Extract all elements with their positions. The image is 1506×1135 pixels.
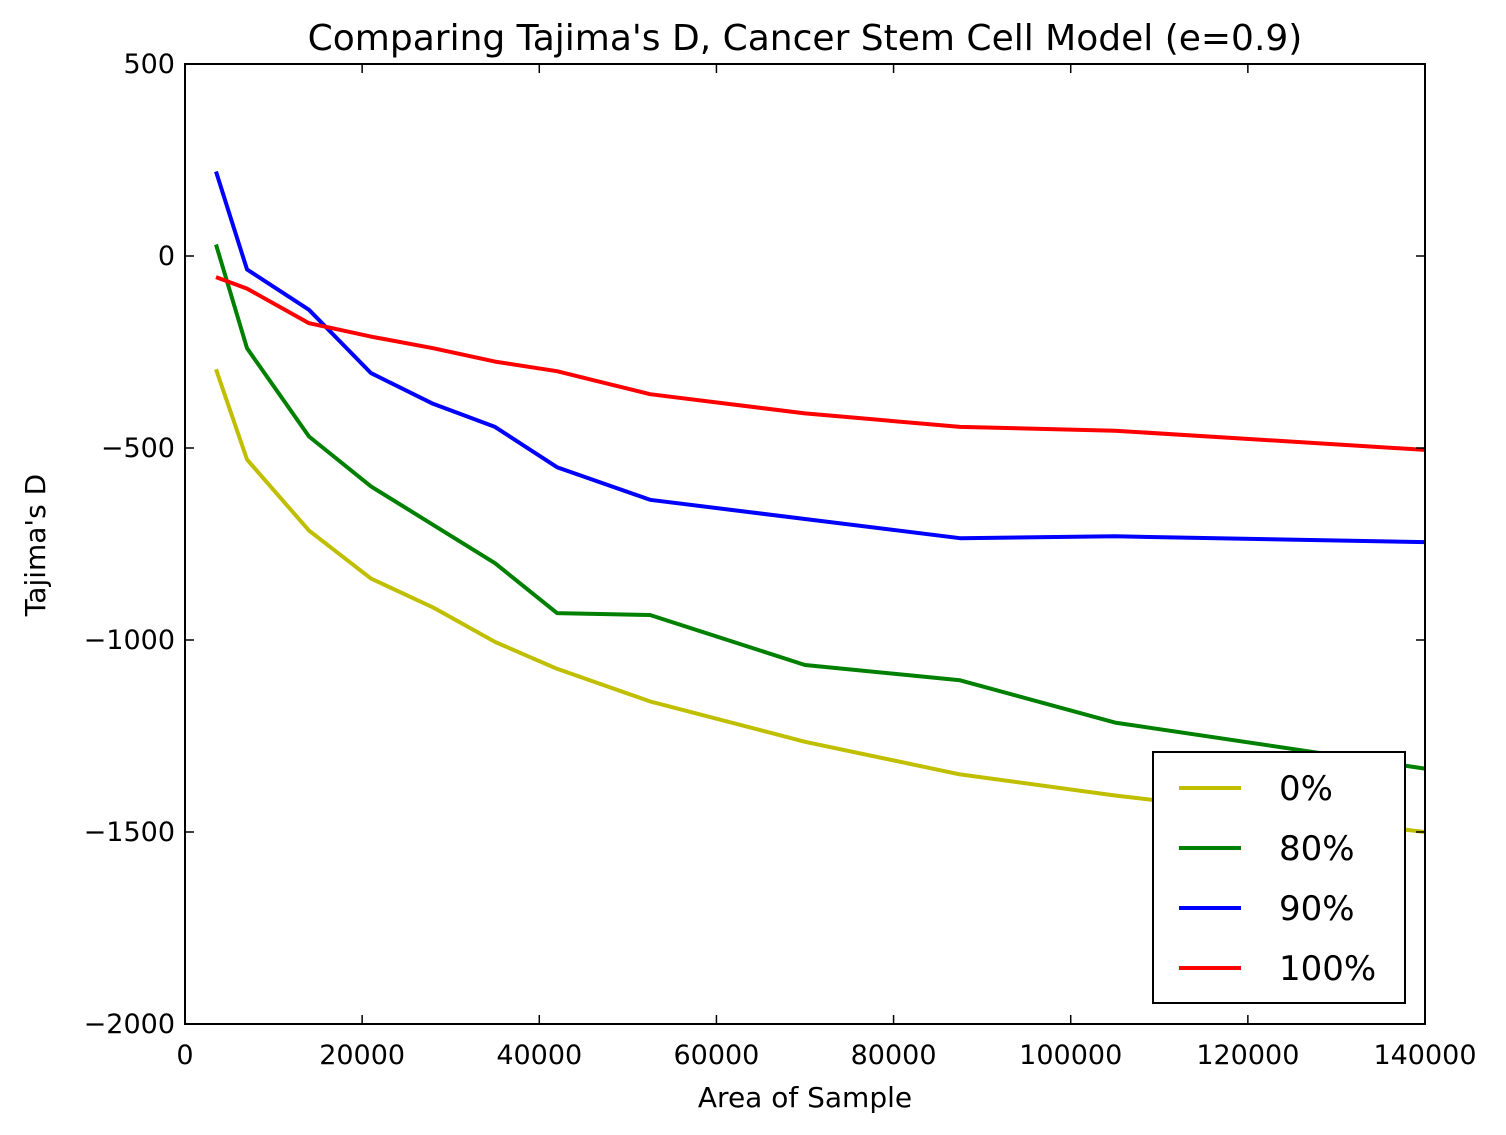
x-tick-label: 60000 [673, 1040, 759, 1071]
x-tick-label: 0 [176, 1040, 193, 1071]
series-layer [214, 170, 1425, 834]
y-tick-label: −1000 [84, 625, 175, 656]
x-tick-label: 40000 [496, 1040, 582, 1071]
series-line-80pct [214, 243, 1425, 771]
legend-label: 90% [1279, 889, 1355, 929]
chart-title: Comparing Tajima's D, Cancer Stem Cell M… [308, 18, 1303, 59]
ticks-layer: 0 20000 40000 60000 80000 100000 120000 140000 5… [84, 49, 1477, 1071]
legend-label: 100% [1279, 949, 1376, 989]
legend-box [1152, 751, 1406, 1004]
y-axis-label: Tajima's D [19, 474, 52, 617]
x-tick-label: 120000 [1196, 1040, 1299, 1071]
plot-frame [184, 63, 1426, 1025]
y-tick-label: 0 [158, 241, 175, 272]
legend-label: 80% [1279, 829, 1355, 869]
legend-label: 0% [1279, 769, 1333, 809]
series-line-100pct [215, 275, 1425, 452]
y-tick-label: −2000 [84, 1009, 175, 1040]
y-tick-label: 500 [123, 49, 175, 80]
legend: 0% 80% 90% 100% [1152, 751, 1406, 1004]
x-tick-label: 100000 [1019, 1040, 1122, 1071]
x-axis-label: Area of Sample [698, 1081, 912, 1114]
x-tick-label: 20000 [319, 1040, 405, 1071]
series-line-0pct [214, 368, 1425, 834]
y-tick-label: −500 [101, 433, 175, 464]
x-tick-label: 140000 [1373, 1040, 1476, 1071]
series-line-90pct [214, 170, 1425, 545]
y-tick-label: −1500 [84, 817, 175, 848]
x-tick-label: 80000 [851, 1040, 937, 1071]
